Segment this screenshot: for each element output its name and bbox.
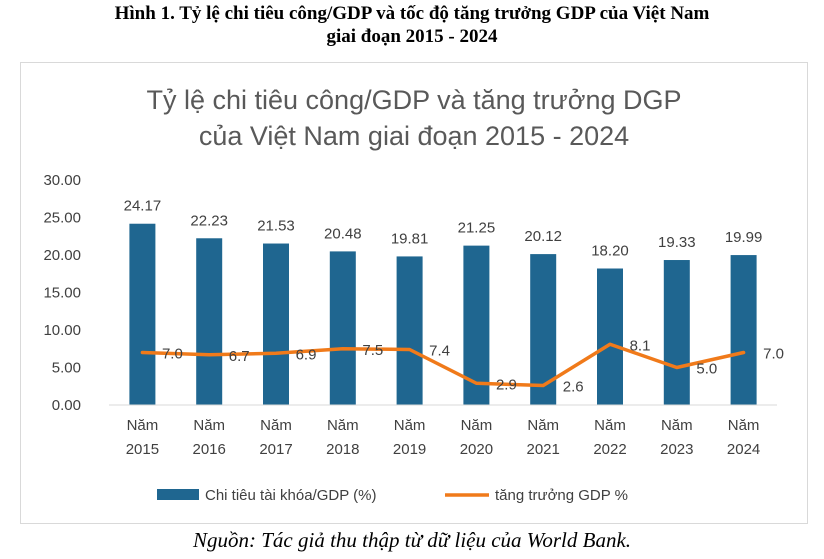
line-label-9: 7.0	[763, 346, 784, 363]
chart-container: Tỷ lệ chi tiêu công/GDP và tăng trưởng D…	[20, 62, 808, 524]
bar-label-1: 22.23	[190, 212, 228, 229]
bar-label-3: 20.48	[324, 225, 362, 242]
bar-label-5: 21.25	[458, 220, 496, 237]
legend-label-line: tăng trưởng GDP %	[495, 487, 628, 504]
x-tick-label-line1-7: Năm	[594, 417, 626, 434]
figure-caption: Hình 1. Tỷ lệ chi tiêu công/GDP và tốc đ…	[0, 2, 824, 48]
x-tick-label-line2-5: 2020	[460, 441, 493, 458]
line-label-4: 7.4	[429, 343, 450, 360]
y-tick-label-0: 0.00	[52, 397, 81, 414]
x-axis: Năm 2015 Năm 2016 Năm 2017 Năm 2018 Năm 2019 Năm 20…	[109, 404, 777, 458]
x-tick-label-line1-2: Năm	[260, 417, 292, 434]
x-tick-label-line1-3: Năm	[327, 417, 359, 434]
source-note: Nguồn: Tác giả thu thập từ dữ liệu của W…	[192, 528, 632, 552]
x-tick-label-line2-6: 2021	[527, 441, 560, 458]
line-data-labels: 7.0 6.7 6.9 7.5 7.4 2.9 2.6 8.1 5.0 7.0	[162, 337, 784, 395]
x-tick-label-line2-4: 2019	[393, 441, 426, 458]
bar-label-2: 21.53	[257, 218, 295, 235]
x-tick-label-line2-2: 2017	[259, 441, 292, 458]
bar-4	[396, 256, 423, 405]
chart-title-line2: của Việt Nam giai đoạn 2015 - 2024	[199, 121, 629, 151]
figure-caption-line1: Hình 1. Tỷ lệ chi tiêu công/GDP và tốc đ…	[114, 3, 710, 24]
y-tick-label-1: 5.00	[52, 360, 81, 377]
bar-label-6: 20.12	[524, 228, 562, 245]
bar-label-7: 18.20	[591, 243, 629, 260]
figure-caption-line2: giai đoạn 2015 - 2024	[326, 26, 498, 47]
growth-line	[140, 342, 746, 388]
line-label-6: 2.6	[563, 379, 584, 396]
bar-6	[530, 254, 557, 405]
y-tick-label-4: 20.00	[43, 247, 81, 264]
bar-7	[597, 268, 623, 405]
y-axis: 0.00 5.00 10.00 15.00 20.00 25.00 30.00	[43, 172, 81, 414]
y-tick-label-3: 15.00	[43, 285, 81, 302]
bar-5	[463, 245, 490, 405]
x-tick-label-line2-8: 2023	[660, 441, 693, 458]
line-label-2: 6.9	[296, 346, 317, 363]
y-tick-label-6: 30.00	[43, 172, 81, 189]
line-label-8: 5.0	[696, 361, 717, 378]
x-tick-label-line1-6: Năm	[527, 417, 559, 434]
legend: Chi tiêu tài khóa/GDP (%) tăng trưởng GDP…	[157, 487, 628, 504]
x-tick-label-line2-1: 2016	[193, 441, 226, 458]
line-label-3: 7.5	[362, 342, 383, 359]
line-label-5: 2.9	[496, 376, 517, 393]
bar-data-labels: 24.17 22.23 21.53 20.48 19.81 21.25 20.12 18.20…	[124, 198, 763, 260]
y-tick-label-2: 10.00	[43, 322, 81, 339]
x-tick-label-line2-0: 2015	[126, 441, 159, 458]
chart-title-line1: Tỷ lệ chi tiêu công/GDP và tăng trưởng D…	[146, 85, 681, 115]
bar-8	[663, 260, 690, 405]
line-label-7: 8.1	[630, 337, 651, 354]
line-label-0: 7.0	[162, 346, 183, 363]
bar-1	[196, 238, 223, 405]
x-tick-label-line1-8: Năm	[661, 417, 693, 434]
x-tick-label-line2-9: 2024	[727, 441, 760, 458]
x-tick-label-line1-5: Năm	[461, 417, 493, 434]
line-series	[140, 342, 746, 388]
x-tick-label-line1-9: Năm	[728, 417, 760, 434]
y-tick-label-5: 25.00	[43, 210, 81, 227]
x-tick-label-line1-4: Năm	[394, 417, 426, 434]
bar-3	[329, 251, 356, 405]
bar-label-4: 19.81	[391, 230, 429, 247]
legend-label-bar: Chi tiêu tài khóa/GDP (%)	[205, 487, 376, 504]
bar-0	[129, 223, 156, 405]
bar-label-0: 24.17	[124, 198, 162, 215]
x-tick-label-line1-0: Năm	[127, 417, 159, 434]
bar-label-8: 19.33	[658, 234, 696, 251]
legend-swatch-bar	[157, 489, 199, 500]
bar-9	[730, 255, 757, 405]
bar-2	[263, 243, 289, 405]
bar-series	[129, 223, 757, 405]
x-tick-label-line1-1: Năm	[193, 417, 225, 434]
bar-label-9: 19.99	[725, 229, 763, 246]
x-tick-label-line2-7: 2022	[593, 441, 626, 458]
line-label-1: 6.7	[229, 348, 250, 365]
x-tick-label-line2-3: 2018	[326, 441, 359, 458]
chart-svg: Tỷ lệ chi tiêu công/GDP và tăng trưởng D…	[43, 85, 784, 504]
